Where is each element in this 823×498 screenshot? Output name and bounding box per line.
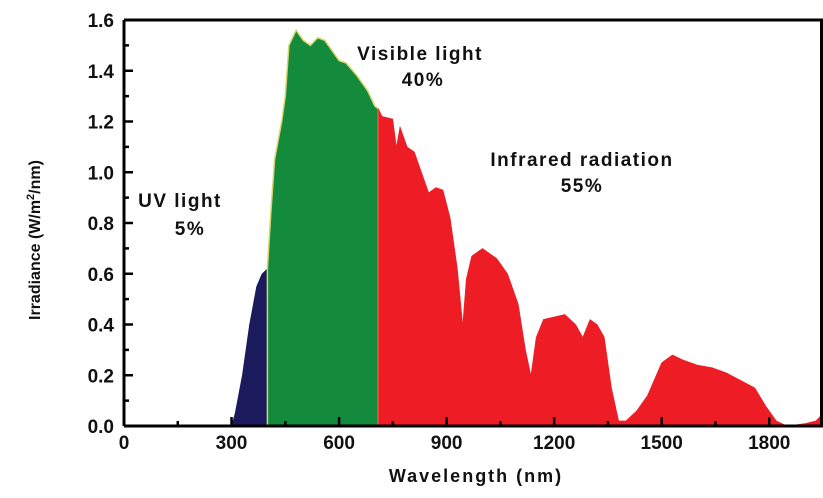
x-tick-label: 900 bbox=[431, 433, 463, 454]
y-tick-label: 1.0 bbox=[88, 163, 114, 184]
y-tick-label: 1.6 bbox=[88, 11, 114, 32]
y-axis-title: Irradiance (W/m2/nm) bbox=[25, 160, 44, 320]
infrared-label: Infrared radiation bbox=[490, 150, 673, 171]
x-tick-label: 1200 bbox=[533, 433, 575, 454]
x-tick-labels: 0 300 600 900 1200 1500 1800 bbox=[119, 433, 791, 454]
infrared-region bbox=[378, 108, 823, 427]
visible-percent: 40% bbox=[402, 70, 445, 91]
spectrum-areas bbox=[231, 28, 823, 427]
y-tick-label: 1.4 bbox=[88, 62, 115, 83]
y-tick-label: 0.6 bbox=[88, 265, 114, 286]
y-tick-label: 0.8 bbox=[88, 214, 114, 235]
x-tick-label: 1500 bbox=[641, 433, 683, 454]
uv-percent: 5% bbox=[175, 219, 205, 240]
x-tick-label: 1800 bbox=[748, 433, 790, 454]
y-tick-labels: 0.0 0.2 0.4 0.6 0.8 1.0 1.2 1.4 1.6 bbox=[88, 11, 115, 438]
uv-label: UV light bbox=[138, 191, 222, 212]
y-tick-label: 0.2 bbox=[88, 366, 114, 387]
visible-label: Visible light bbox=[357, 44, 483, 65]
x-tick-label: 300 bbox=[216, 433, 248, 454]
infrared-percent: 55% bbox=[561, 176, 604, 197]
visible-region bbox=[266, 28, 380, 427]
y-tick-label: 1.2 bbox=[88, 113, 114, 134]
axes bbox=[122, 18, 823, 428]
y-tick-label: 0.4 bbox=[88, 316, 115, 337]
uv-region bbox=[231, 268, 268, 427]
x-tick-label: 600 bbox=[323, 433, 355, 454]
x-axis-title: Wavelength (nm) bbox=[389, 466, 563, 486]
y-tick-label: 0.0 bbox=[88, 417, 114, 438]
x-tick-label: 0 bbox=[119, 433, 130, 454]
